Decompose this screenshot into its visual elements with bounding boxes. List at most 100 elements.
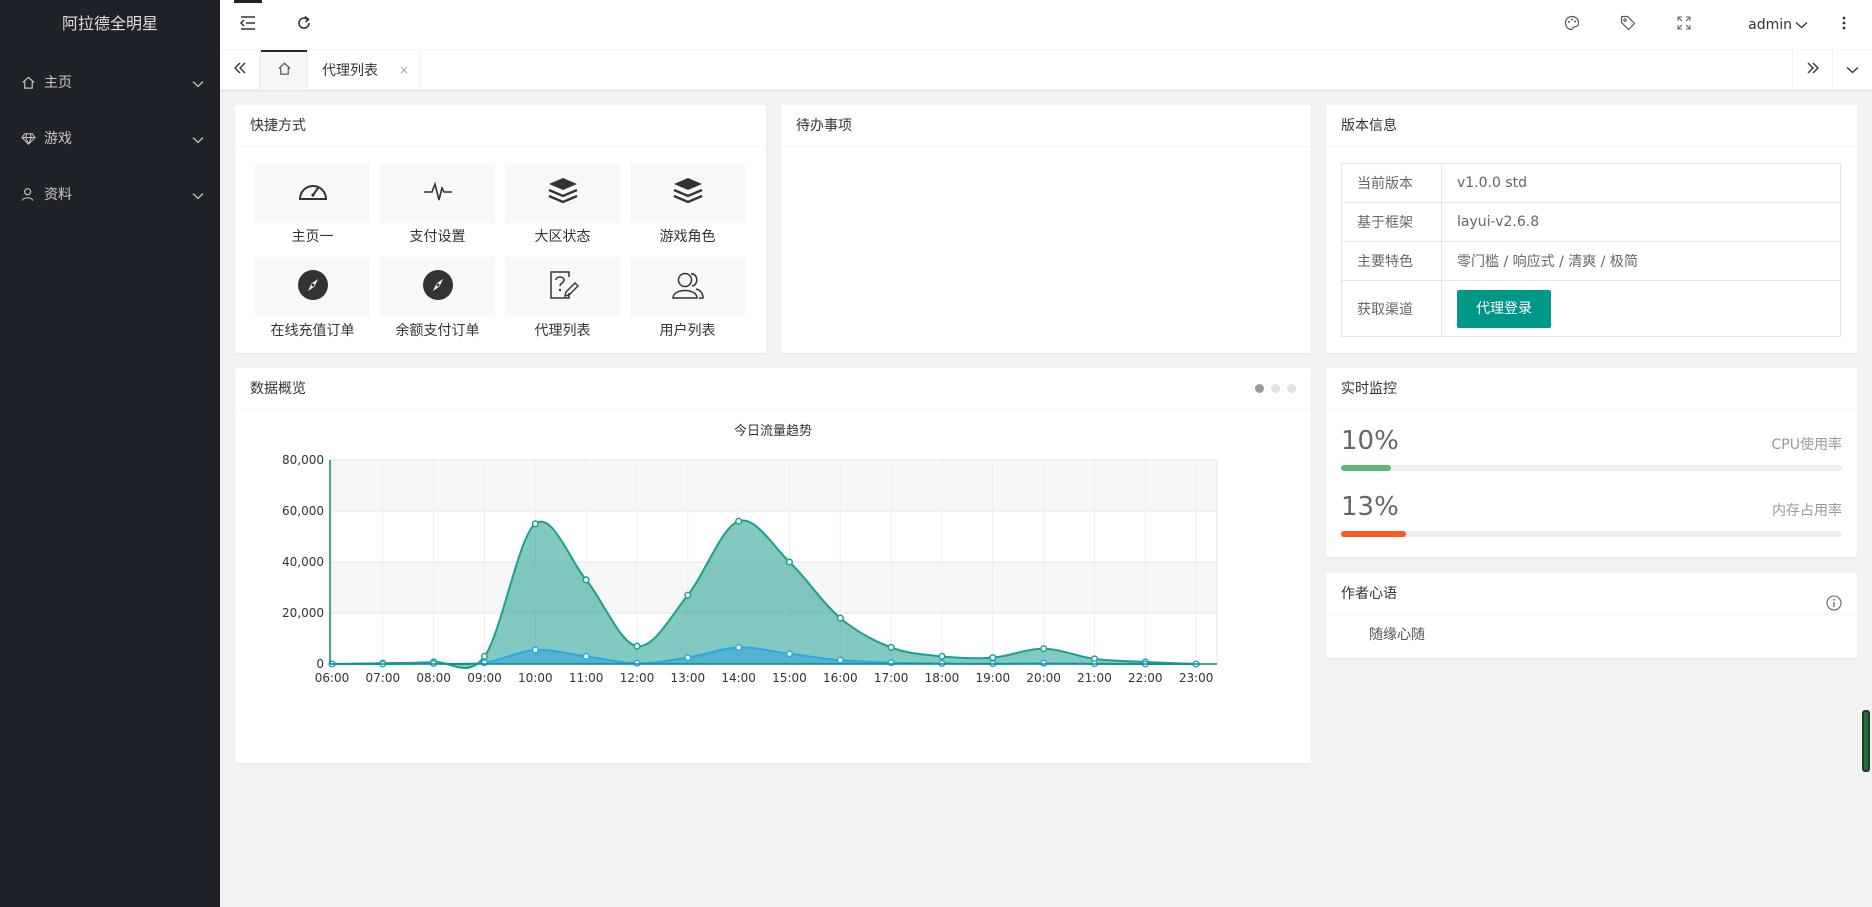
carousel-dot[interactable] [1287,384,1296,393]
version-value: layui-v2.6.8 [1441,202,1841,242]
table-row: 获取渠道 代理登录 [1341,280,1841,337]
home-icon [277,61,292,80]
card-title: 作者心语 [1326,573,1857,615]
x-tick-label: 23:00 [1179,671,1214,685]
x-tick-label: 06:00 [315,671,350,685]
version-value: v1.0.0 std [1441,163,1841,203]
tab-agent-list[interactable]: 代理列表 × [308,50,420,90]
data-point [684,591,692,599]
more-button[interactable] [1816,0,1872,50]
chevron-down-icon [1846,62,1859,78]
card-title: 待办事项 [781,105,1311,147]
shortcut-online-recharge[interactable]: 在线充值订单 [255,257,370,345]
tab-home[interactable] [260,50,308,90]
version-value-cell: 代理登录 [1441,280,1841,337]
carousel-indicator [1248,368,1296,410]
sidebar-item-home[interactable]: 主页 [0,54,220,110]
chevron-down-icon [1795,21,1808,29]
data-point [836,656,844,664]
data-point [480,652,489,660]
data-point [785,650,794,658]
shortcut-balance-orders[interactable]: 余额支付订单 [380,257,495,345]
sidebar: 阿拉德全明星 主页 游戏 资料 [0,0,220,907]
layers-icon [547,176,579,210]
double-chevron-right-icon [1806,61,1820,79]
data-point [735,643,743,651]
sidebar-item-label: 主页 [44,75,72,91]
x-tick-label: 15:00 [772,671,807,685]
y-tick-label: 20,000 [282,606,324,620]
x-tick-label: 17:00 [874,671,909,685]
palette-icon [1564,15,1580,35]
tabs-next-button[interactable] [1792,50,1832,90]
data-point [633,642,641,650]
shortcut-label: 支付设置 [409,229,466,245]
carousel-dot[interactable] [1271,384,1280,393]
x-tick-label: 20:00 [1026,671,1061,685]
note-button[interactable] [1600,0,1656,50]
data-point [531,520,539,528]
shortcut-agent-list[interactable]: 代理列表 [505,257,620,345]
monitor-card: 实时监控 10% CPU使用率 13% 内存占用率 [1326,368,1857,557]
sidebar-item-game[interactable]: 游戏 [0,110,220,166]
series-area [332,647,1197,665]
cpu-progress-bar [1341,465,1842,471]
theme-button[interactable] [1544,0,1600,50]
card-title: 快捷方式 [235,105,766,147]
shortcut-home-one[interactable]: 主页一 [255,163,370,251]
series-line [331,646,1197,666]
sidebar-item-label: 资料 [44,187,72,203]
pulse-icon [422,177,454,209]
y-tick-label: 40,000 [282,555,324,569]
user-menu[interactable]: admin [1748,0,1808,50]
grid-band [330,460,1217,511]
x-tick-label: 21:00 [1077,671,1112,685]
floating-scroll-handle[interactable] [1862,710,1870,772]
shortcut-label: 代理列表 [534,323,591,339]
shortcut-region-status[interactable]: 大区状态 [505,163,620,251]
user-name: admin [1748,17,1792,33]
shortcut-label: 大区状态 [534,229,591,245]
shortcut-game-roles[interactable]: 游戏角色 [630,163,745,251]
fullscreen-button[interactable] [1656,0,1712,50]
x-tick-label: 10:00 [518,671,553,685]
x-tick-label: 13:00 [671,671,706,685]
home-icon [20,74,36,90]
shortcut-user-list[interactable]: 用户列表 [630,257,745,345]
info-icon[interactable] [1826,586,1842,628]
shortcut-pay-settings[interactable]: 支付设置 [380,163,495,251]
table-row: 基于框架 layui-v2.6.8 [1341,202,1841,242]
dashboard-icon [297,177,329,209]
data-point [684,654,692,662]
x-tick-label: 16:00 [823,671,858,685]
data-point [735,517,743,525]
collapse-sidebar-button[interactable] [220,0,276,50]
version-key: 基于框架 [1341,202,1442,242]
memory-progress-bar [1341,531,1842,537]
refresh-button[interactable] [276,0,332,50]
carousel-dot[interactable] [1255,384,1264,393]
y-tick-label: 0 [316,657,324,671]
shortcut-label: 用户列表 [659,323,716,339]
compass-icon [297,269,329,305]
shortcut-label: 主页一 [291,229,334,245]
x-tick-label: 08:00 [416,671,451,685]
x-tick-label: 19:00 [976,671,1011,685]
top-header: admin [220,0,1872,50]
overview-card: 数据概览 今日流量趋势 0 20,000 40,000 60,000 80,000 06:… [235,368,1311,763]
author-text: 随缘心随 [1369,627,1425,643]
data-point [531,646,539,654]
tabs-prev-button[interactable] [220,50,260,90]
version-key: 主要特色 [1341,241,1442,281]
agent-login-button[interactable]: 代理登录 [1457,289,1551,328]
card-title: 版本信息 [1326,105,1857,147]
double-chevron-left-icon [233,61,247,79]
chevron-down-icon [192,132,204,148]
close-icon[interactable]: × [398,63,409,77]
sidebar-item-data[interactable]: 资料 [0,166,220,222]
traffic-chart: 0 20,000 40,000 60,000 80,000 06:00 07:00 08:00… [282,453,1218,685]
tabs-menu-button[interactable] [1832,50,1872,90]
users-icon [671,270,705,304]
app-logo-title[interactable]: 阿拉德全明星 [0,0,220,50]
cpu-value: 10% [1341,426,1399,456]
